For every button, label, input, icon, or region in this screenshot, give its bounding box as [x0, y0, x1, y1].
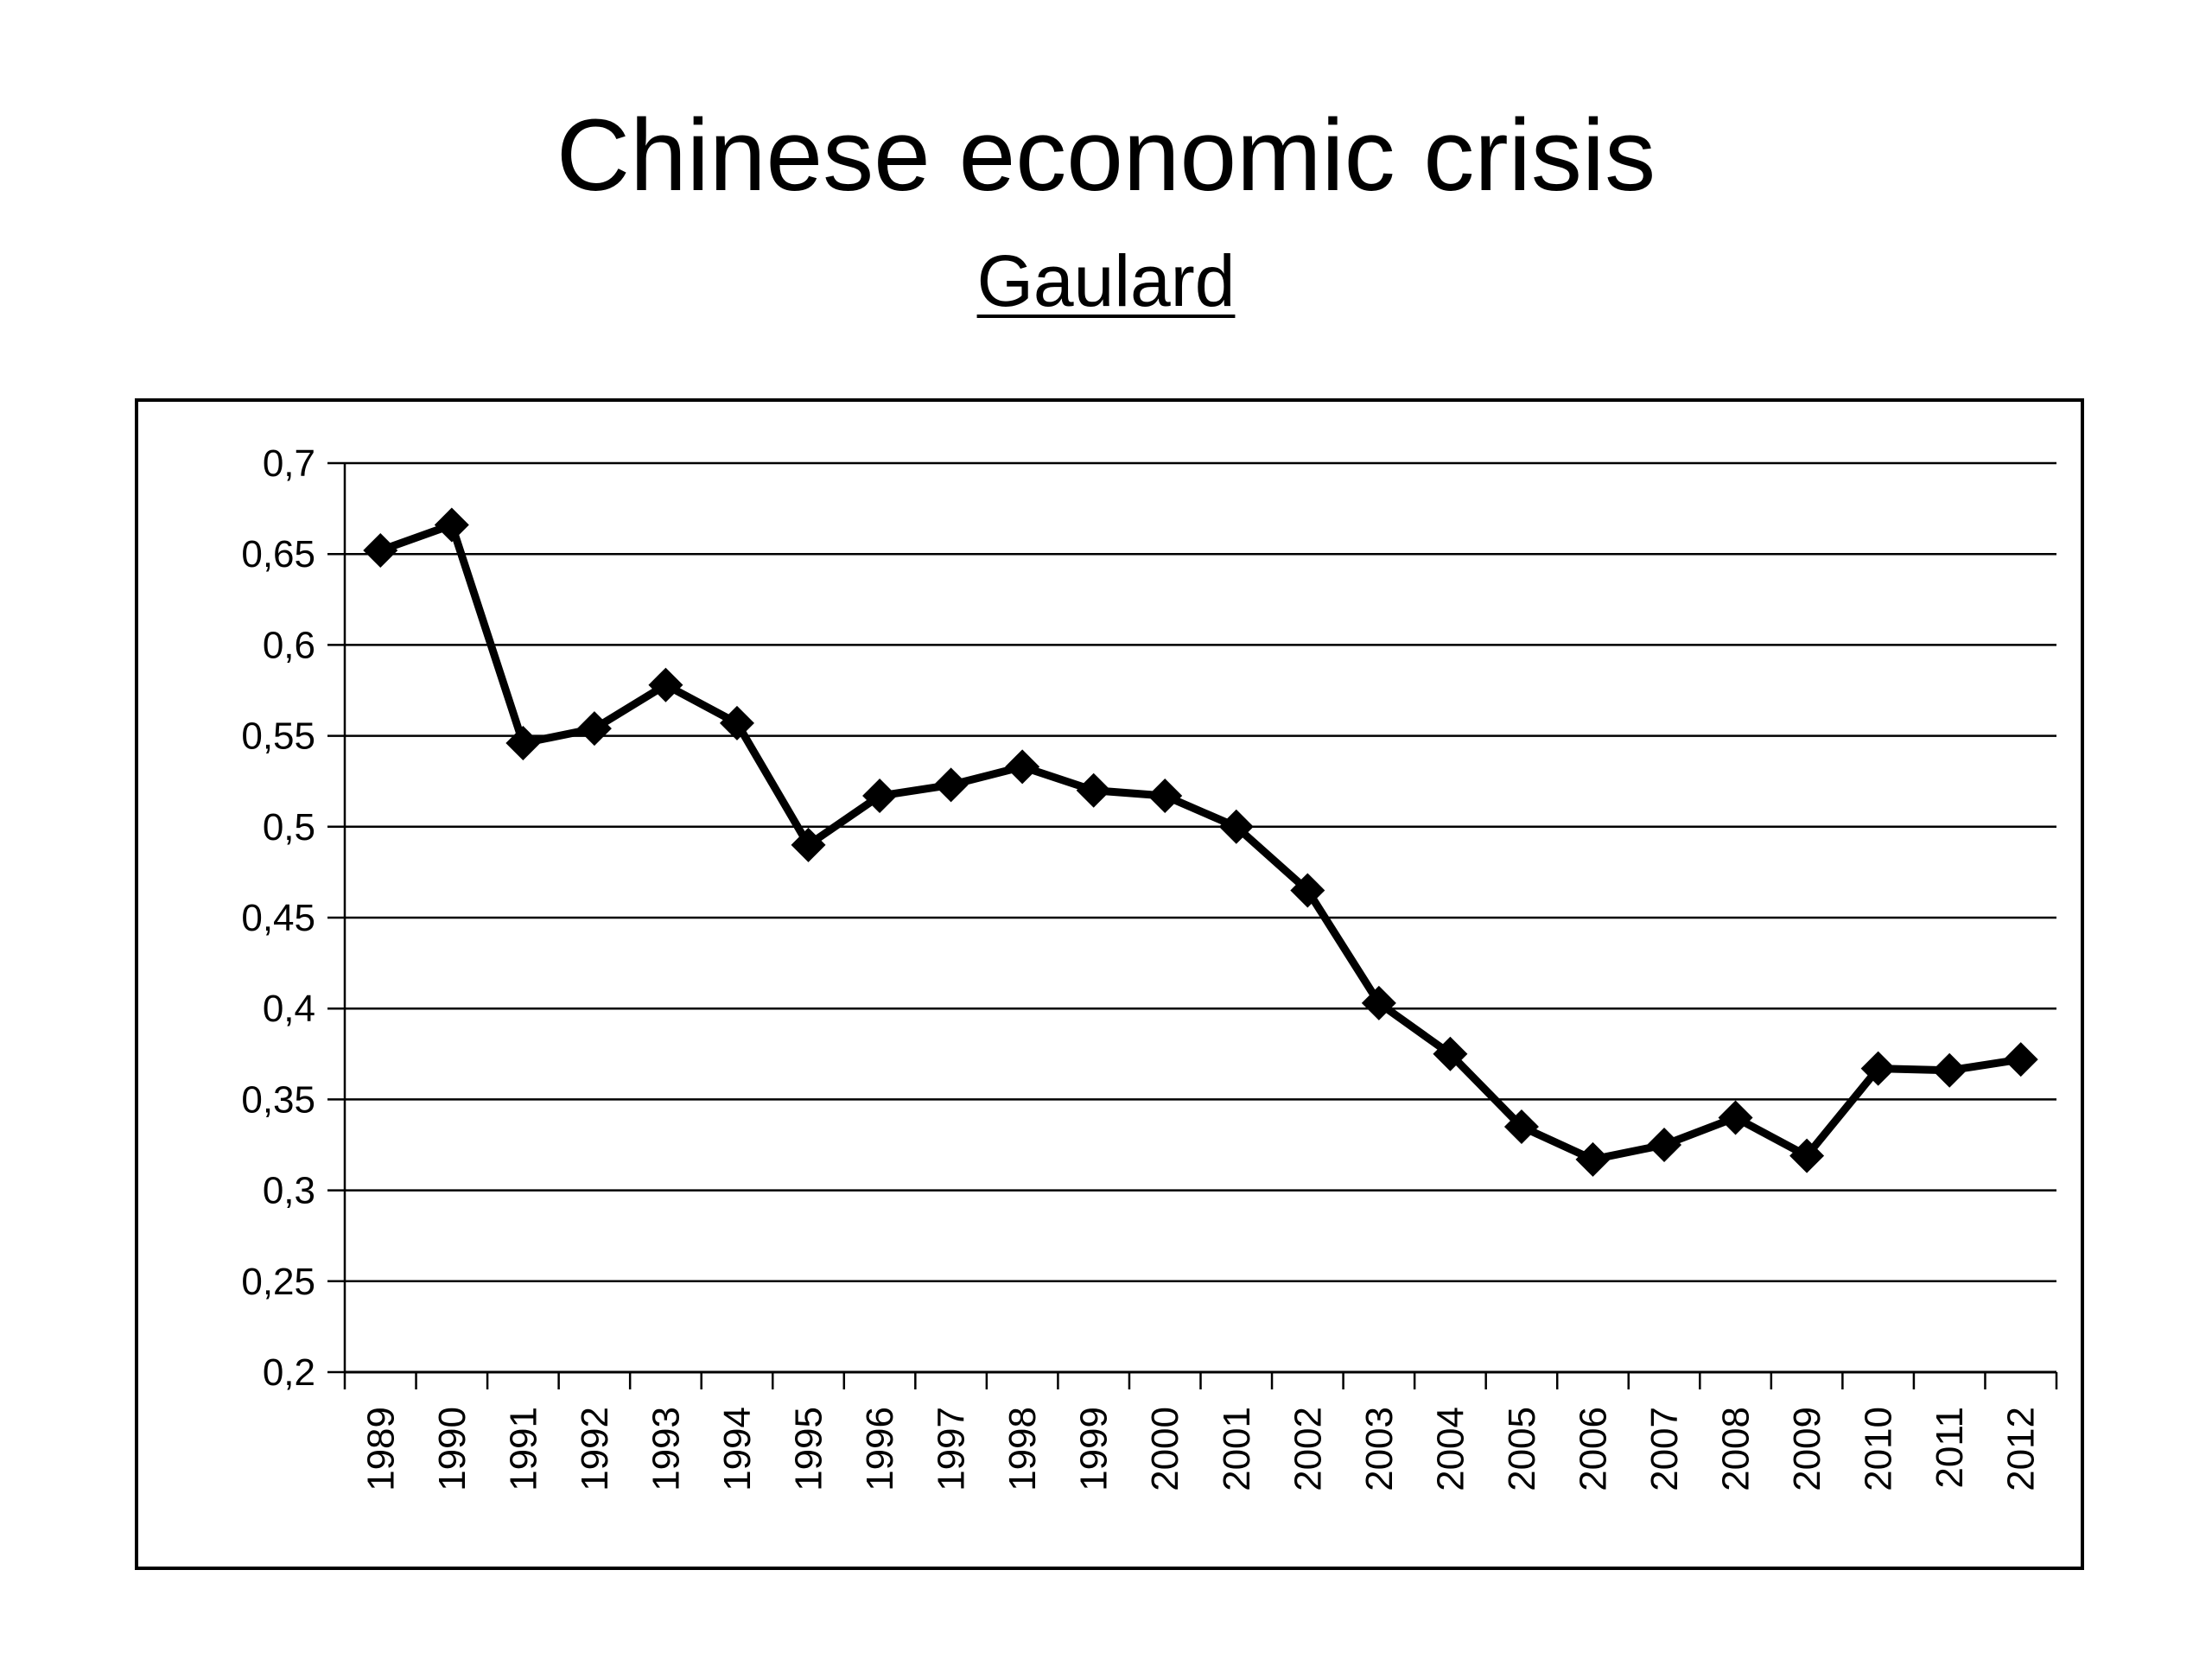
y-tick-label: 0,25 — [241, 1261, 315, 1303]
x-tick-label: 2012 — [2000, 1407, 2043, 1491]
y-tick-label: 0,7 — [263, 442, 315, 485]
y-tick-label: 0,65 — [241, 533, 315, 575]
data-point — [505, 726, 541, 761]
x-tick-label: 1993 — [645, 1407, 687, 1491]
data-point — [933, 767, 969, 803]
x-tick-label: 1998 — [1001, 1407, 1044, 1491]
y-tick-label: 0,35 — [241, 1078, 315, 1121]
y-tick-label: 0,55 — [241, 715, 315, 758]
slide-title: Chinese economic crisis — [556, 99, 1656, 213]
data-point — [862, 779, 898, 814]
axes — [327, 463, 2058, 1389]
data-point — [434, 507, 469, 543]
x-tick-label: 1996 — [859, 1407, 901, 1491]
y-tick-label: 0,3 — [263, 1170, 315, 1212]
data-point — [1718, 1100, 1753, 1135]
x-tick-label: 2001 — [1216, 1407, 1258, 1491]
y-tick-label: 0,6 — [263, 624, 315, 666]
data-point — [1361, 985, 1396, 1020]
x-tick-label: 2006 — [1572, 1407, 1614, 1491]
data-point — [1647, 1128, 1682, 1162]
gridlines — [327, 461, 2056, 1283]
data-point — [1575, 1141, 1611, 1177]
y-tick-label: 0,45 — [241, 897, 315, 939]
x-tick-label: 2010 — [1858, 1407, 1900, 1491]
x-tick-label: 2004 — [1429, 1407, 1471, 1491]
data-point — [1290, 873, 1325, 908]
y-tick-label: 0,5 — [263, 806, 315, 849]
data-point — [576, 711, 612, 747]
series — [363, 507, 2038, 1177]
y-tick-labels: 0,2 0,25 0,3 0,35 0,4 0,45 0,5 0,55 0,6 0,65 0,7 — [241, 442, 315, 1394]
data-point — [2003, 1042, 2038, 1077]
x-tick-label: 2002 — [1287, 1407, 1329, 1491]
data-point — [363, 532, 398, 568]
x-tick-label: 1994 — [716, 1407, 759, 1491]
data-point — [1433, 1036, 1468, 1071]
data-point — [791, 827, 826, 862]
x-tick-label: 2007 — [1643, 1407, 1686, 1491]
series-line — [376, 521, 2025, 1164]
x-tick-label: 2011 — [1929, 1407, 1971, 1489]
x-tick-label: 1991 — [502, 1407, 544, 1491]
x-tick-label: 2005 — [1501, 1407, 1543, 1491]
data-point — [648, 667, 683, 702]
x-tick-label: 2003 — [1358, 1407, 1401, 1491]
x-tick-label: 1992 — [574, 1407, 616, 1491]
x-tick-label: 1989 — [359, 1407, 402, 1491]
data-point — [1218, 809, 1254, 844]
data-point — [1860, 1051, 1896, 1086]
x-tick-label: 1997 — [931, 1407, 973, 1491]
chart-frame: 0,2 0,25 0,3 0,35 0,4 0,45 0,5 0,55 0,6 0,65 0,7 1… — [135, 398, 2084, 1570]
data-point — [1503, 1109, 1539, 1144]
slide-subtitle: Gaulard — [0, 233, 2212, 328]
data-point — [719, 705, 754, 741]
x-tick-label: 2008 — [1715, 1407, 1758, 1491]
data-point — [1076, 772, 1111, 808]
x-tick-label: 1995 — [788, 1407, 830, 1491]
subtitle-text: Gaulard — [976, 240, 1236, 321]
y-tick-label: 0,4 — [263, 988, 315, 1030]
data-point — [1147, 779, 1183, 814]
x-tick-label: 1999 — [1073, 1407, 1116, 1491]
x-tick-label: 2000 — [1144, 1407, 1186, 1491]
x-tick-label: 1990 — [431, 1407, 474, 1491]
data-point — [1789, 1138, 1825, 1173]
x-tick-labels: 1989 1990 1991 1992 1993 1994 1995 1996 1997 1998… — [359, 1407, 2042, 1491]
line-chart: 0,2 0,25 0,3 0,35 0,4 0,45 0,5 0,55 0,6 0,65 0,7 1… — [241, 442, 2058, 1491]
x-tick-label: 2009 — [1786, 1407, 1828, 1491]
data-point — [1005, 749, 1040, 785]
data-point — [1932, 1052, 1967, 1088]
y-tick-label: 0,2 — [263, 1351, 315, 1394]
